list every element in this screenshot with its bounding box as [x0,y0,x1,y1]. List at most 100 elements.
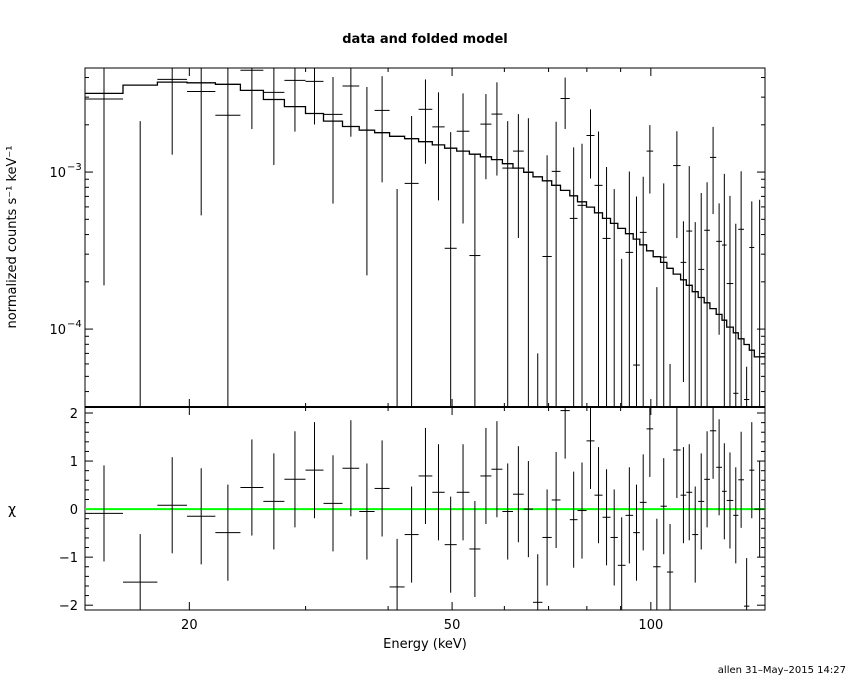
data-point [444,132,457,407]
residual-point [480,427,492,524]
data-point [542,155,552,407]
residual-point [469,500,481,598]
residual-point [594,447,603,544]
residual-point [704,431,710,528]
x-tick-label: 20 [181,618,198,633]
residual-point [374,440,390,537]
data-point [502,121,514,407]
data-point [738,171,744,407]
y-tick-label: 10 [49,166,66,181]
residual-point [404,486,419,583]
data-point [359,87,375,276]
residual-point [342,420,360,517]
data-point [660,183,667,407]
residual-point [749,422,755,519]
chart-title: data and folded model [342,32,508,47]
residual-point [533,554,543,610]
data-point [263,68,285,165]
residual-point [633,484,640,581]
data-point [749,201,755,407]
data-point [432,92,445,201]
residual-point [738,431,744,528]
residual-point [743,558,750,610]
data-point [686,166,693,407]
top-y-axis-label: normalized counts s⁻¹ keV⁻¹ [5,146,20,329]
residual-point [602,469,611,566]
data-point [625,171,634,407]
residual-point [323,455,343,552]
data-point [709,126,717,215]
data-point [704,182,710,407]
footer-stamp: allen 31–May–2015 14:27 [718,665,846,676]
residual-point [692,486,699,583]
data-point [157,68,188,155]
residual-point [491,421,503,518]
residual-point [263,453,285,550]
data-point [726,195,734,407]
data-point [513,114,524,239]
data-point [240,68,264,130]
y-tick-label: −1 [59,551,78,566]
data-point [673,131,681,239]
residual-point [673,407,681,499]
data-point [284,68,306,132]
residual-point [610,489,618,586]
data-point [721,173,727,407]
residual-point [284,431,306,528]
data-point [733,223,739,407]
bottom-y-axis-label: χ [8,502,16,518]
data-point [569,147,578,407]
residual-point [305,422,324,519]
data-point [523,118,534,407]
residual-point [577,462,587,559]
residual-point [617,517,626,610]
residual-point [709,407,717,479]
data-point [594,131,603,407]
data-point [646,125,654,194]
residual-point [666,523,674,610]
residual-point [569,471,578,568]
residual-point [542,489,552,586]
data-point [404,115,419,407]
residual-point [698,453,705,550]
top-panel: 10−310−4 [49,67,766,408]
residual-point [733,467,739,564]
residual-point [215,484,241,581]
residual-point [721,443,727,540]
residual-point [586,407,595,489]
data-point [633,196,640,407]
bottom-panel: 20 50 100 2 1 0 −1 −2 [59,406,766,633]
residual-point [680,447,687,544]
data-point [491,82,503,176]
residual-point [240,439,264,536]
data-point [743,366,750,407]
residual-point [686,444,693,541]
residual-point [754,461,765,558]
data-point [305,68,324,125]
residual-point [625,467,634,564]
data-point [551,121,561,407]
residual-point [157,457,188,554]
data-point [560,77,570,130]
y-tick-label: 0 [70,503,78,518]
data-point [418,79,433,164]
data-point [187,68,216,216]
data-point [754,199,765,407]
y-tick-label: −2 [59,599,78,614]
data-point [469,154,481,407]
residual-point [502,463,514,560]
y-tick-label: 10 [49,323,66,338]
data-point [577,143,587,407]
residual-point [639,454,647,551]
y-tick-exponent: −3 [67,162,82,173]
data-point [716,203,722,335]
residual-point [187,468,216,565]
data-point [323,77,343,204]
model-step-line [85,81,765,358]
x-tick-label: 100 [638,618,663,633]
residual-point [646,407,654,477]
y-tick-label: 2 [70,407,78,422]
data-point [480,94,492,180]
residual-point [123,534,158,610]
data-point [342,68,360,137]
